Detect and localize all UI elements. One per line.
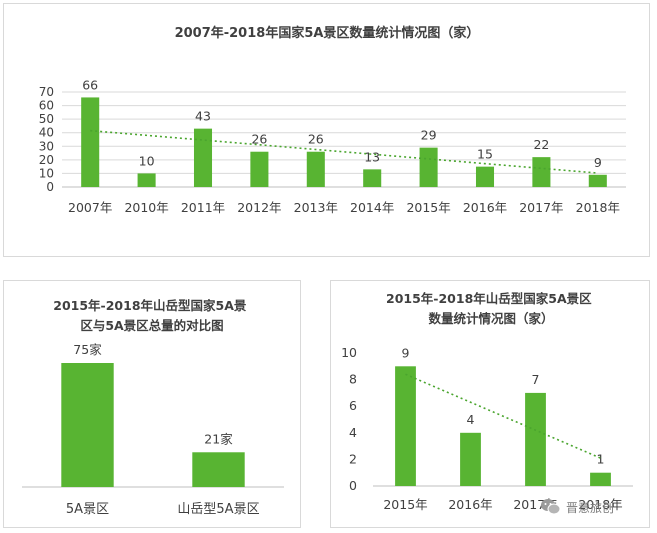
data-label: 21家 [204, 431, 233, 446]
chart-title-line-2: 数量统计情况图（家） [427, 311, 553, 326]
chart-title-line-2: 区与5A景区总量的对比图 [80, 318, 223, 333]
y-tick-label: 8 [349, 372, 357, 387]
bar [61, 363, 114, 487]
chart-title: 2015年-2018年山岳型国家5A景区 数量统计情况图（家） [386, 291, 596, 326]
x-tick-label: 2010年 [124, 200, 168, 215]
data-label: 4 [467, 412, 475, 427]
chart-title-line-1: 2015年-2018年山岳型国家5A景 [53, 298, 247, 313]
watermark-text: 晋意旅创 [566, 500, 615, 515]
data-label: 26 [308, 132, 324, 147]
x-tick-label: 2018年 [578, 497, 622, 512]
data-label: 9 [594, 155, 602, 170]
y-tick-label: 10 [341, 345, 357, 360]
chart-title: 2007年-2018年国家5A景区数量统计情况图（家） [175, 25, 480, 41]
bar [395, 366, 416, 486]
data-label: 1 [597, 452, 605, 467]
chart-panel-bottom-right: 2015年-2018年山岳型国家5A景区 数量统计情况图（家） 0 2 4 6 8 10 9… [330, 280, 650, 528]
bar [81, 97, 100, 187]
x-tick-label: 2016年 [448, 497, 492, 512]
y-tick-label: 20 [39, 153, 54, 167]
bar [250, 151, 269, 187]
x-tick-label: 2014年 [350, 200, 394, 215]
y-tick-label: 6 [349, 398, 357, 413]
x-tick-label: 2013年 [294, 200, 338, 215]
x-tick-label: 2011年 [181, 200, 225, 215]
chart-panel-bottom-left: 2015年-2018年山岳型国家5A景 区与5A景区总量的对比图 75家 5A景区… [3, 280, 301, 528]
y-tick-label: 50 [39, 112, 54, 126]
data-label: 22 [533, 137, 549, 152]
bar [137, 173, 156, 187]
trendline [90, 129, 598, 174]
bar [363, 169, 382, 187]
bar [419, 147, 438, 187]
bar [532, 157, 551, 187]
bar [193, 128, 213, 187]
y-tick-label: 60 [39, 99, 54, 113]
y-tick-label: 0 [46, 180, 54, 194]
y-tick-label: 70 [39, 85, 54, 99]
bar [192, 452, 245, 487]
y-tick-label: 2 [349, 451, 357, 466]
chart-title: 2015年-2018年山岳型国家5A景 区与5A景区总量的对比图 [53, 298, 251, 333]
watermark: 晋意旅创 [540, 494, 652, 520]
x-tick-label: 2007年 [68, 200, 112, 215]
bar [525, 392, 546, 486]
x-tick-label: 2018年 [576, 200, 620, 215]
bar [590, 472, 611, 486]
bar [475, 166, 495, 187]
y-tick-label: 10 [39, 166, 54, 180]
data-label: 75家 [73, 342, 102, 357]
wechat-icon [541, 499, 561, 515]
data-label: 9 [402, 345, 410, 360]
data-label: 15 [477, 147, 493, 162]
y-tick-label: 4 [349, 425, 357, 440]
chart-panel-top: 2007年-2018年国家5A景区数量统计情况图（家） 0 10 20 30 40 50 6… [3, 3, 650, 257]
data-label: 29 [421, 128, 437, 143]
data-label: 7 [532, 372, 540, 387]
bar [588, 174, 607, 187]
y-tick-label: 30 [39, 139, 54, 153]
x-tick-label: 山岳型5A景区 [177, 502, 259, 517]
x-tick-label: 2017年 [519, 200, 563, 215]
data-label: 66 [82, 77, 98, 92]
y-tick-label: 40 [39, 126, 54, 140]
chart-bottom-right: 2015年-2018年山岳型国家5A景区 数量统计情况图（家） 0 2 4 6 8 10 9… [341, 291, 633, 512]
y-tick-label: 0 [349, 478, 357, 493]
bar [460, 432, 481, 486]
data-label: 13 [364, 149, 380, 164]
x-tick-label: 2016年 [463, 200, 507, 215]
x-tick-label: 5A景区 [66, 502, 109, 517]
x-tick-label: 2015年 [406, 200, 450, 215]
chart-bottom-left: 2015年-2018年山岳型国家5A景 区与5A景区总量的对比图 75家 5A景区… [22, 298, 284, 517]
data-label: 26 [251, 132, 267, 147]
chart-top: 2007年-2018年国家5A景区数量统计情况图（家） 010203040506… [39, 25, 626, 215]
bar [306, 151, 325, 187]
x-tick-label: 2012年 [237, 200, 281, 215]
data-label: 10 [139, 153, 155, 168]
chart-title-line-1: 2015年-2018年山岳型国家5A景区 [386, 291, 592, 306]
trendline [405, 373, 601, 459]
data-label: 43 [195, 109, 211, 124]
x-tick-label: 2015年 [383, 497, 427, 512]
